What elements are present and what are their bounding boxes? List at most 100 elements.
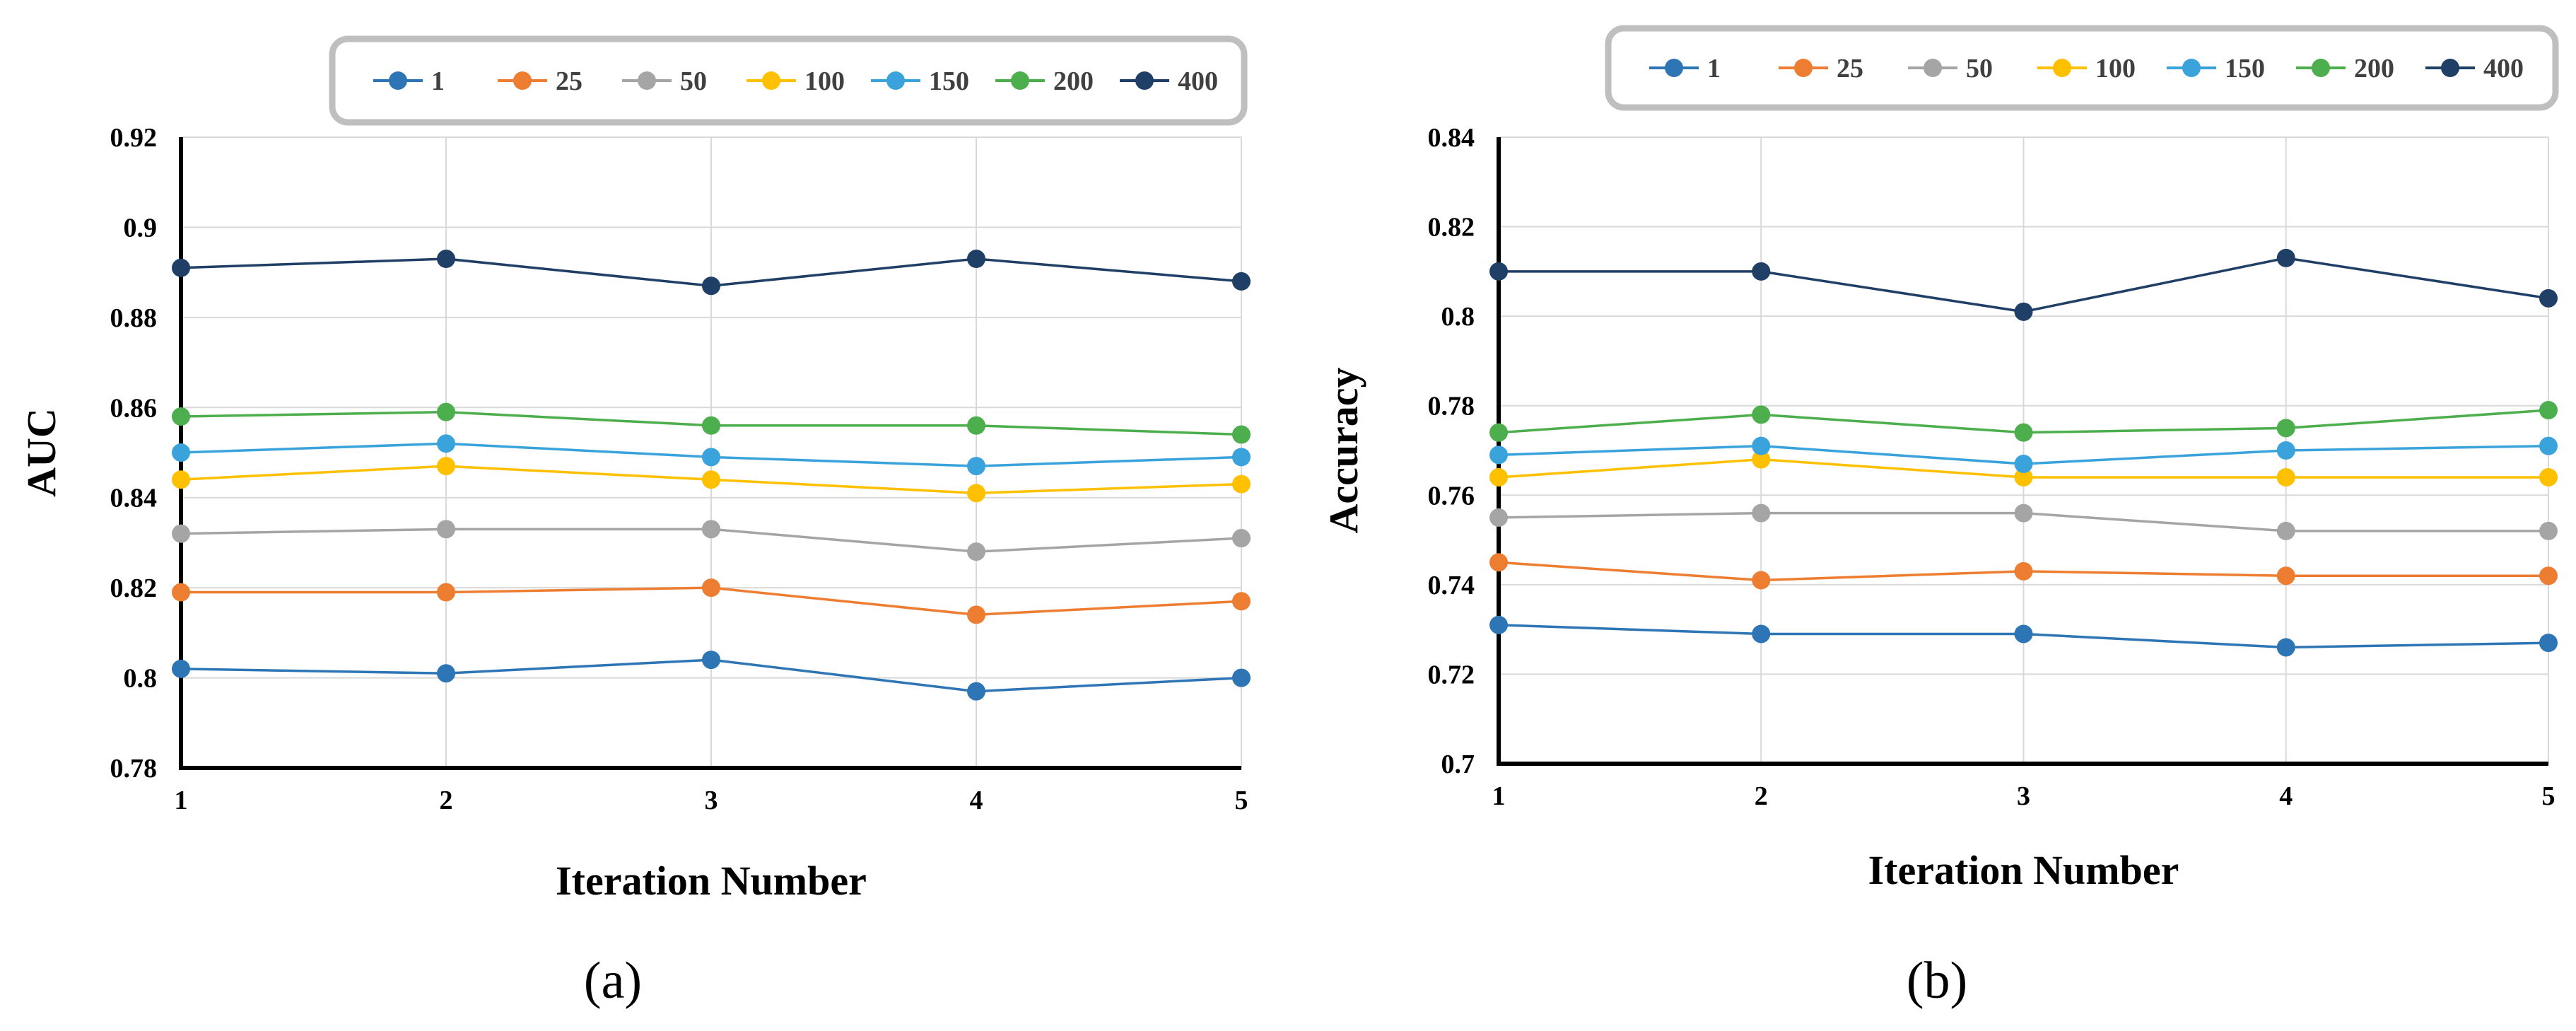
- data-point: [1752, 450, 1771, 469]
- legend-label: 400: [2483, 54, 2524, 83]
- data-point: [172, 407, 190, 426]
- y-tick-label: 0.86: [110, 393, 158, 423]
- data-point: [702, 448, 720, 467]
- data-point: [2276, 638, 2295, 657]
- y-axis-title: Accuracy: [1321, 367, 1366, 533]
- data-point: [437, 664, 455, 683]
- data-point: [702, 276, 720, 296]
- data-point: [1232, 272, 1251, 291]
- series-150: [1489, 436, 2558, 473]
- data-point: [2539, 521, 2558, 540]
- legend-label: 100: [804, 66, 845, 96]
- legend-marker: [886, 71, 905, 90]
- series-50: [1489, 503, 2558, 540]
- data-point: [702, 470, 720, 489]
- legend-marker: [2182, 59, 2201, 77]
- series-400: [172, 250, 1251, 296]
- x-tick-label: 5: [2542, 781, 2555, 811]
- legend-label: 50: [680, 66, 707, 96]
- data-point: [2276, 248, 2295, 267]
- data-point: [2014, 624, 2033, 643]
- series-200: [1489, 401, 2558, 442]
- y-tick-label: 0.8: [1441, 302, 1475, 332]
- legend-item-400: 400: [1120, 66, 1218, 96]
- legend-marker: [389, 71, 407, 90]
- series-25: [1489, 553, 2558, 590]
- data-point: [2539, 634, 2558, 653]
- data-point: [1752, 503, 1771, 523]
- x-tick-label: 2: [440, 786, 453, 815]
- data-point: [702, 651, 720, 670]
- legend-marker: [2312, 59, 2330, 77]
- legend-item-100: 100: [747, 66, 845, 96]
- data-point: [1232, 592, 1251, 611]
- data-point: [702, 520, 720, 539]
- data-point: [437, 250, 455, 269]
- data-point: [2276, 467, 2295, 487]
- legend-label: 200: [1053, 66, 1094, 96]
- y-tick-label: 0.84: [110, 484, 158, 513]
- y-tick-label: 0.74: [1428, 571, 1475, 600]
- data-point: [2276, 566, 2295, 586]
- data-point: [1752, 571, 1771, 590]
- data-point: [172, 443, 190, 462]
- legend-item-150: 150: [2167, 54, 2265, 83]
- legend-marker: [513, 71, 532, 90]
- legend-label: 25: [556, 66, 582, 96]
- legend-label: 1: [431, 66, 445, 96]
- legend-label: 150: [929, 66, 969, 96]
- data-point: [437, 402, 455, 421]
- x-tick-label: 5: [1235, 786, 1248, 815]
- data-point: [1232, 529, 1251, 548]
- legend-item-1: 1: [1649, 54, 1721, 83]
- series-1: [172, 651, 1251, 701]
- y-tick-label: 0.9: [124, 213, 158, 243]
- data-point: [1232, 668, 1251, 687]
- data-point: [2014, 503, 2033, 523]
- data-point: [1752, 436, 1771, 455]
- data-point: [967, 457, 985, 476]
- data-point: [967, 250, 985, 269]
- y-tick-label: 0.82: [1428, 213, 1475, 243]
- legend-marker: [1924, 59, 1942, 77]
- data-point: [702, 578, 720, 598]
- series-150: [172, 434, 1251, 476]
- y-tick-label: 0.72: [1428, 660, 1475, 689]
- data-point: [1489, 553, 1508, 572]
- panel-label-a: (a): [583, 952, 643, 1010]
- data-point: [2539, 436, 2558, 455]
- data-point: [172, 258, 190, 277]
- data-point: [437, 520, 455, 539]
- legend-label: 50: [1966, 54, 1993, 83]
- legend-item-150: 150: [871, 66, 969, 96]
- data-point: [1489, 615, 1508, 634]
- legend-marker: [762, 71, 780, 90]
- x-tick-label: 4: [2279, 781, 2293, 811]
- legend-item-25: 25: [1779, 54, 1863, 83]
- data-point: [1232, 448, 1251, 467]
- data-point: [1489, 445, 1508, 465]
- series-400: [1489, 248, 2558, 321]
- data-point: [2014, 302, 2033, 321]
- data-point: [967, 682, 985, 701]
- panel-label-b: (b): [1906, 952, 1968, 1010]
- data-point: [967, 605, 985, 624]
- y-tick-label: 0.78: [1428, 392, 1475, 421]
- data-point: [1752, 405, 1771, 424]
- y-tick-label: 0.8: [124, 664, 158, 694]
- data-point: [437, 434, 455, 453]
- data-point: [967, 484, 985, 503]
- data-point: [2276, 441, 2295, 460]
- data-point: [967, 542, 985, 561]
- y-tick-label: 0.76: [1428, 481, 1475, 511]
- legend-label: 150: [2225, 54, 2265, 83]
- y-axis-title: AUC: [18, 408, 64, 497]
- legend-item-200: 200: [995, 66, 1094, 96]
- y-tick-label: 0.88: [110, 303, 158, 333]
- y-tick-label: 0.7: [1441, 750, 1475, 779]
- series-1: [1489, 615, 2558, 657]
- data-point: [172, 470, 190, 489]
- series-50: [172, 520, 1251, 561]
- legend-marker: [1794, 59, 1813, 77]
